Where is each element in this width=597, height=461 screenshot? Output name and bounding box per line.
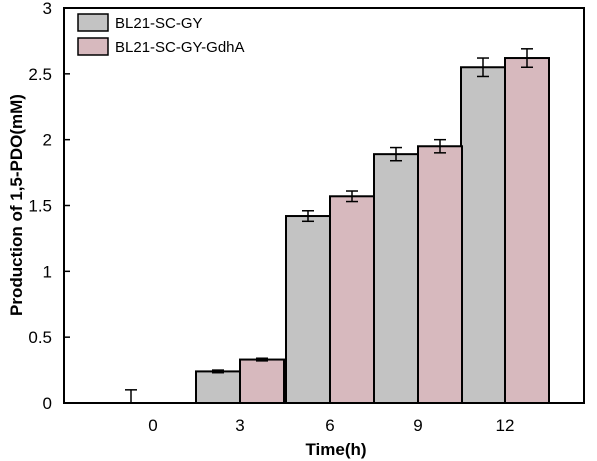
bar-series-1-3	[195, 370, 241, 404]
legend-label-series-1: BL21-SC-GY	[115, 15, 203, 32]
legend-swatch-series-2	[77, 37, 109, 56]
y-tick-label: 2.5	[28, 65, 52, 84]
bar-series-1-9	[373, 153, 419, 404]
x-tick-label: 12	[496, 416, 515, 435]
y-tick-label: 1	[43, 262, 52, 281]
x-tick-label: 3	[235, 416, 244, 435]
y-tick-label: 0	[43, 394, 52, 413]
x-tick-label: 6	[325, 416, 334, 435]
legend: BL21-SC-GY BL21-SC-GY-GdhA	[77, 13, 245, 56]
y-tick-label: 3	[43, 0, 52, 18]
x-axis-title: Time(h)	[305, 440, 366, 459]
legend-swatch-series-1	[77, 13, 109, 32]
bars-layer	[195, 57, 550, 405]
y-axis-ticks: 0 0.5 1 1.5 2 2.5 3	[28, 0, 70, 413]
error-bars-layer	[125, 48, 533, 403]
bar-series-1-12	[460, 66, 506, 404]
bar-series-1-6	[285, 215, 331, 404]
y-axis-title: Production of 1,5-PDO(mM)	[7, 94, 26, 316]
x-axis-ticks: 0 3 6 9 12	[148, 416, 514, 435]
bar-series-2-9	[417, 145, 463, 404]
bar-series-2-3	[239, 358, 285, 404]
y-tick-label: 2	[43, 131, 52, 150]
x-tick-label: 9	[413, 416, 422, 435]
bar-series-2-12	[504, 57, 550, 405]
x-tick-label: 0	[148, 416, 157, 435]
legend-label-series-2: BL21-SC-GY-GdhA	[115, 39, 245, 56]
y-tick-label: 0.5	[28, 328, 52, 347]
bar-series-2-6	[329, 195, 375, 404]
y-tick-label: 1.5	[28, 197, 52, 216]
